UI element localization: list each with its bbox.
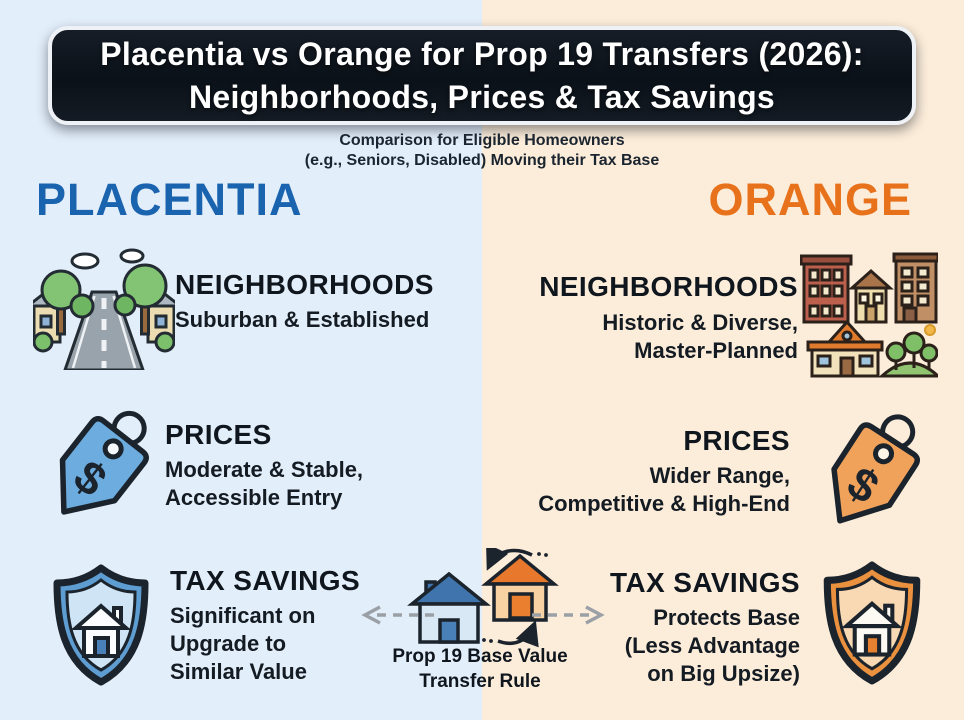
- center-caption-line-1: Prop 19 Base Value: [392, 646, 568, 667]
- left-tax-text-1: Significant on: [170, 603, 316, 628]
- house-swap-icon: [407, 548, 559, 648]
- subtitle-line-2: (e.g., Seniors, Disabled) Moving their T…: [304, 152, 660, 169]
- right-neighborhoods-text-1: Historic & Diverse,: [602, 310, 798, 335]
- left-neighborhoods-heading: NEIGHBORHOODS: [175, 269, 434, 300]
- placentia-heading: PLACENTIA: [36, 174, 303, 225]
- right-neighborhoods-section: NEIGHBORHOODS Historic & Diverse, Master…: [539, 270, 798, 365]
- right-tax-section: TAX SAVINGS Protects Base (Less Advantag…: [610, 566, 800, 688]
- right-neighborhoods-text-2: Master-Planned: [634, 338, 798, 363]
- right-prices-section: PRICES Wider Range, Competitive & High-E…: [538, 424, 790, 518]
- dashed-arrow-left-icon: [361, 605, 434, 625]
- price-tag-blue-icon: $: [59, 410, 149, 515]
- left-tax-section: TAX SAVINGS Significant on Upgrade to Si…: [170, 564, 360, 686]
- shield-house-orange-icon: [823, 561, 921, 685]
- right-tax-heading: TAX SAVINGS: [609, 567, 800, 598]
- right-tax-text-1: Protects Base: [653, 605, 800, 630]
- right-prices-text-2: Competitive & High-End: [538, 491, 790, 516]
- dashed-arrow-right-icon: [532, 605, 605, 625]
- right-neighborhoods-heading: NEIGHBORHOODS: [539, 271, 798, 302]
- subtitle-line-1: Comparison for Eligible Homeowners: [339, 132, 625, 149]
- left-prices-heading: PRICES: [165, 419, 272, 450]
- right-tax-text-2: (Less Advantage: [624, 633, 800, 658]
- orange-heading: ORANGE: [708, 174, 912, 225]
- left-tax-text-3: Similar Value: [170, 659, 307, 684]
- buildings-icon: [800, 252, 938, 378]
- center-caption-line-2: Transfer Rule: [419, 671, 541, 692]
- title-line-2: Neighborhoods, Prices & Tax Savings: [188, 78, 776, 115]
- title-line-1: Placentia vs Orange for Prop 19 Transfer…: [100, 35, 864, 72]
- left-prices-text-2: Accessible Entry: [165, 485, 343, 510]
- left-prices-text-1: Moderate & Stable,: [165, 457, 364, 482]
- left-neighborhoods-text: Suburban & Established: [175, 307, 430, 332]
- right-prices-text-1: Wider Range,: [649, 463, 790, 488]
- center-caption: Prop 19 Base Value Transfer Rule: [380, 644, 580, 694]
- left-tax-text-2: Upgrade to: [170, 631, 287, 656]
- right-tax-text-3: on Big Upsize): [647, 661, 800, 686]
- street-icon: [33, 248, 175, 370]
- right-prices-heading: PRICES: [683, 425, 790, 456]
- left-prices-section: PRICES Moderate & Stable, Accessible Ent…: [165, 418, 363, 512]
- title-banner: Placentia vs Orange for Prop 19 Transfer…: [48, 26, 916, 125]
- shield-house-blue-icon: [53, 564, 149, 686]
- subtitle: Comparison for Eligible Homeowners (e.g.…: [0, 131, 964, 171]
- left-neighborhoods-section: NEIGHBORHOODS Suburban & Established: [175, 268, 434, 334]
- left-tax-heading: TAX SAVINGS: [170, 565, 361, 596]
- price-tag-orange-icon: $: [831, 414, 921, 524]
